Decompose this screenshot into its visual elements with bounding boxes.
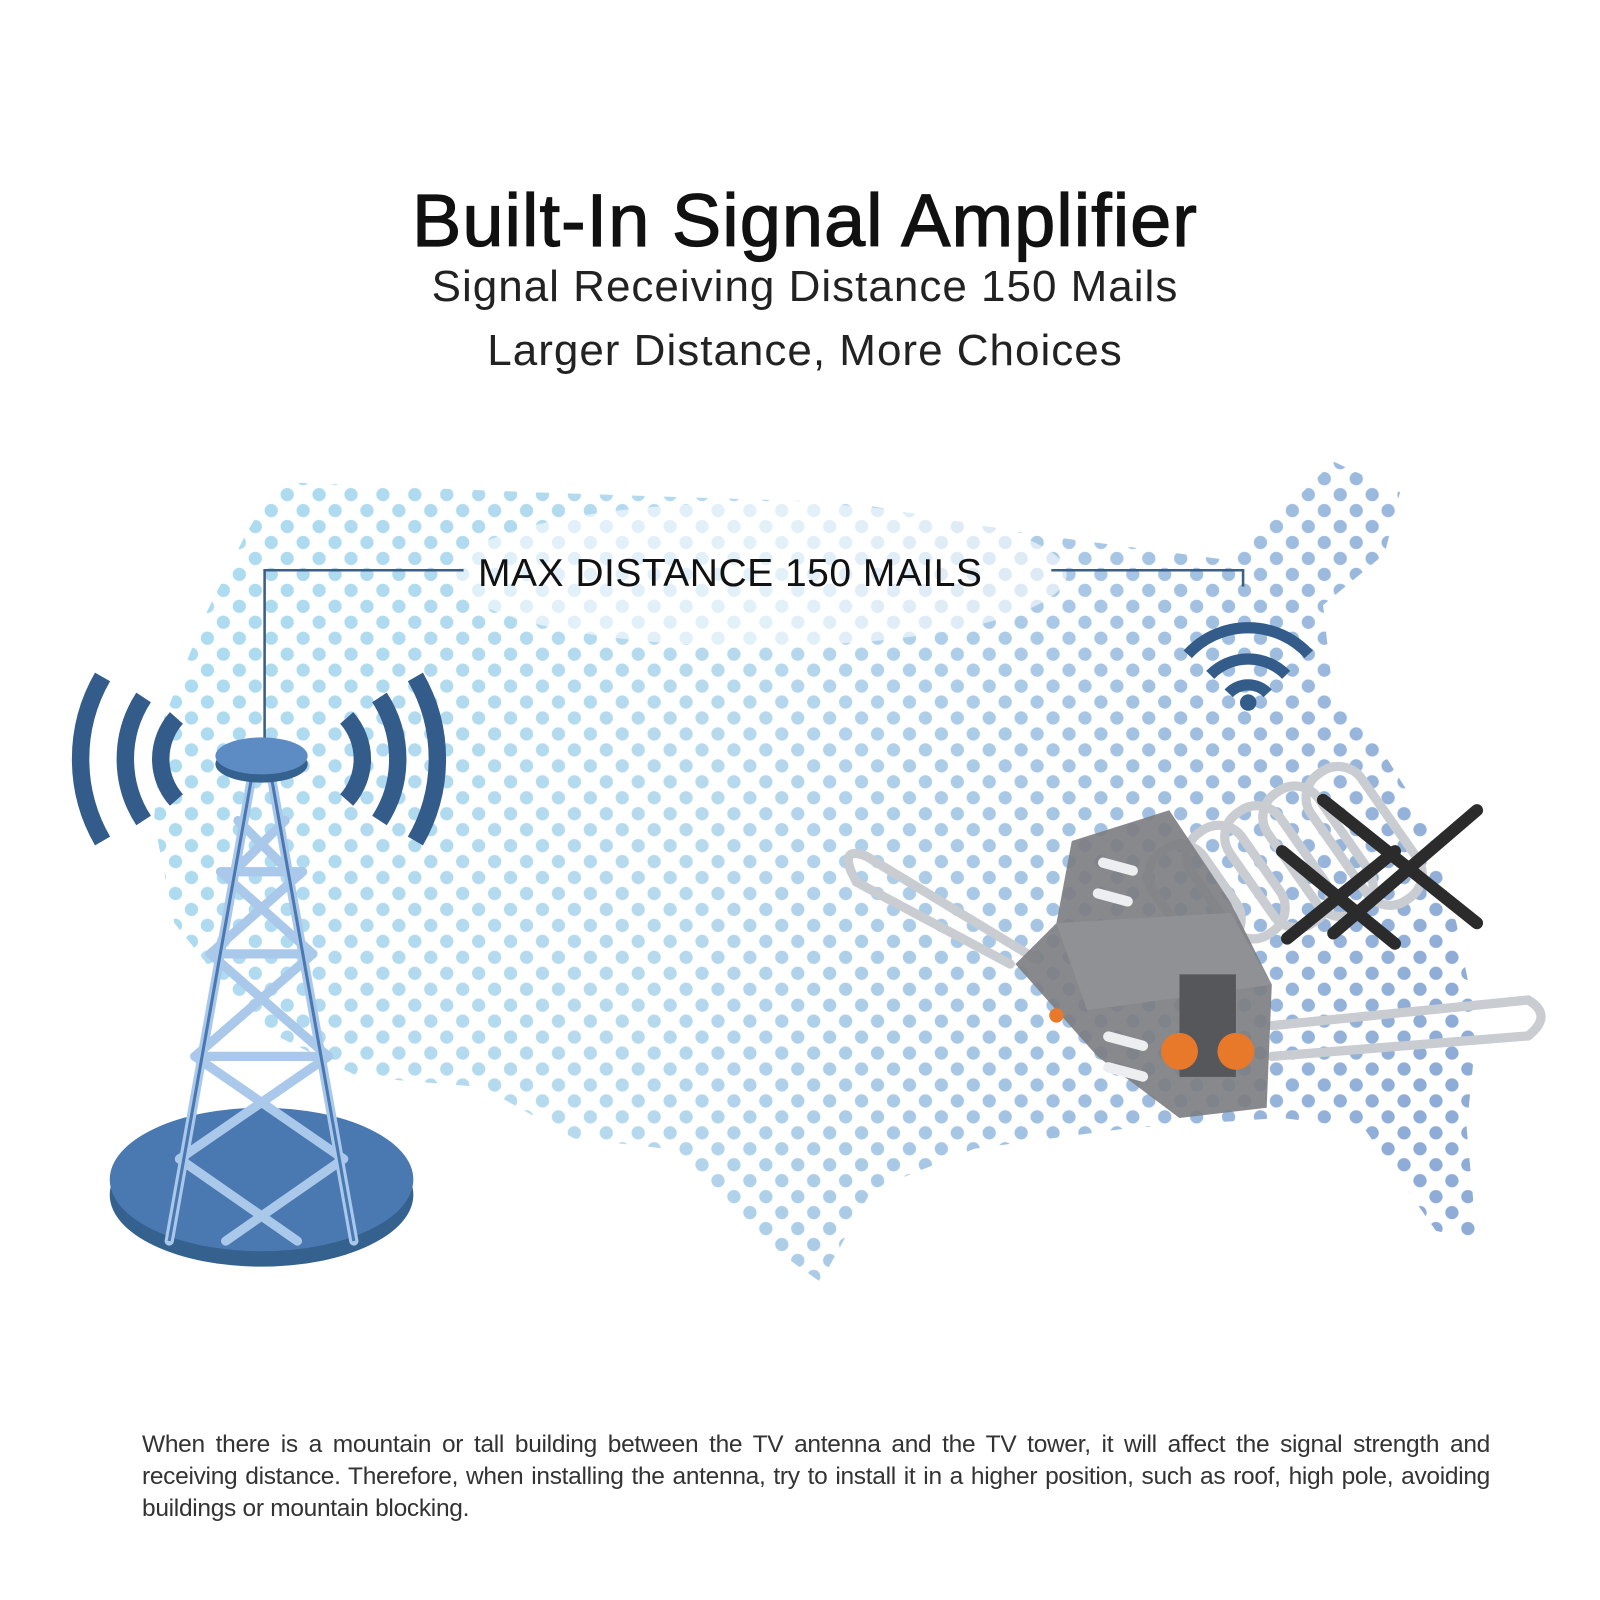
page-title: Built-In Signal Amplifier: [411, 178, 1198, 262]
signal-waves-icon: [71, 672, 447, 846]
subtitle-choices: Larger Distance, More Choices: [487, 326, 1123, 375]
tv-antenna-product: [843, 761, 1546, 1118]
installation-description: When there is a mountain or tall buildin…: [142, 1430, 1490, 1522]
wifi-signal-icon: [1183, 622, 1313, 711]
max-distance-label: MAX DISTANCE 150 MAILS: [478, 552, 983, 595]
distance-connector: [263, 568, 1245, 754]
broadcast-tower-icon: [109, 737, 414, 1267]
subtitle-distance: Signal Receiving Distance 150 Mails: [431, 262, 1179, 311]
